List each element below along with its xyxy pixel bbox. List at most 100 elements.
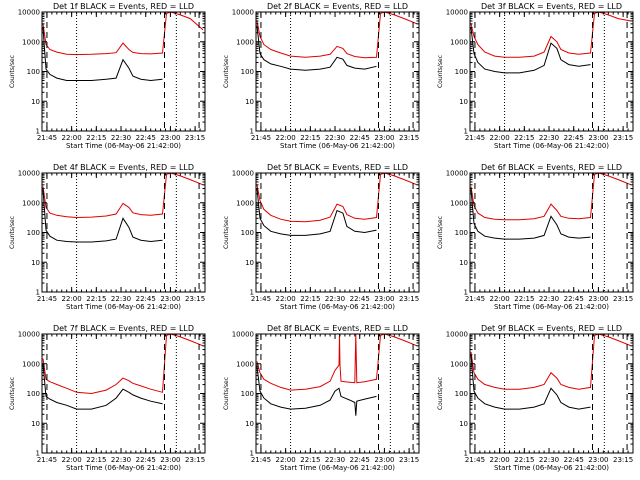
lld-series-line	[42, 334, 204, 395]
detector-panel-2: Det 2f BLACK = Events, RED = LLD 1 10 100 10…	[223, 2, 420, 150]
x-tick-label: 22:45	[136, 295, 156, 303]
y-tick-label: 100	[241, 229, 254, 237]
y-tick-label: 10000	[232, 331, 254, 339]
y-axis-title: Counts/sec	[9, 216, 16, 249]
lld-series-line	[470, 12, 632, 58]
y-tick-label: 10000	[232, 170, 254, 178]
y-axis-title: Counts/sec	[223, 55, 230, 88]
x-axis-title: Start Time (06-May-06 21:42:00)	[66, 303, 181, 311]
x-tick-label: 21:45	[465, 134, 485, 142]
x-tick-label: 23:00	[160, 295, 180, 303]
y-tick-label: 1	[464, 450, 468, 458]
y-tick-label: 10000	[18, 170, 40, 178]
x-tick-label: 22:00	[490, 295, 510, 303]
y-tick-label: 10	[31, 259, 40, 267]
panel-title: Det 3f BLACK = Events, RED = LLD	[481, 2, 622, 11]
y-tick-label: 10	[245, 98, 254, 106]
events-series-line	[42, 27, 163, 82]
x-tick-label: 23:00	[374, 134, 394, 142]
lld-series-line	[470, 334, 632, 390]
x-tick-label: 23:15	[613, 134, 633, 142]
detector-panel-9: Det 9f BLACK = Events, RED = LLD 1 10 100 10…	[437, 324, 634, 472]
y-tick-label: 1000	[22, 360, 40, 368]
x-axis-title: Start Time (06-May-06 21:42:00)	[280, 464, 395, 472]
y-axis-title: Counts/sec	[437, 216, 444, 249]
x-tick-label: 22:45	[136, 134, 156, 142]
x-tick-label: 21:45	[37, 295, 57, 303]
x-tick-label: 22:00	[276, 134, 296, 142]
y-tick-label: 100	[455, 68, 468, 76]
x-tick-label: 22:45	[564, 295, 584, 303]
x-tick-label: 22:30	[325, 134, 345, 142]
events-series-line	[42, 189, 163, 243]
x-tick-label: 23:15	[185, 134, 205, 142]
y-tick-label: 10	[459, 420, 468, 428]
lld-series-line	[256, 12, 418, 59]
x-axis-title: Start Time (06-May-06 21:42:00)	[494, 464, 609, 472]
detector-panel-6: Det 6f BLACK = Events, RED = LLD 1 10 100 10…	[437, 163, 634, 311]
y-tick-label: 10000	[232, 9, 254, 17]
y-axis-title: Counts/sec	[223, 377, 230, 410]
x-tick-label: 22:00	[276, 456, 296, 464]
y-tick-label: 1	[250, 450, 254, 458]
y-axis-title: Counts/sec	[9, 55, 16, 88]
y-tick-label: 10	[245, 420, 254, 428]
x-axis-title: Start Time (06-May-06 21:42:00)	[66, 464, 181, 472]
y-tick-label: 10	[245, 259, 254, 267]
x-tick-label: 22:15	[514, 134, 534, 142]
lld-series-line	[42, 12, 204, 56]
lld-series-line	[470, 173, 632, 221]
y-tick-label: 10	[31, 98, 40, 106]
x-tick-label: 23:00	[588, 295, 608, 303]
y-tick-label: 1	[250, 289, 254, 297]
y-tick-label: 100	[455, 229, 468, 237]
y-tick-label: 100	[241, 68, 254, 76]
x-tick-label: 23:15	[185, 456, 205, 464]
x-tick-label: 21:45	[251, 456, 271, 464]
y-axis-title: Counts/sec	[9, 377, 16, 410]
x-tick-label: 23:15	[613, 295, 633, 303]
x-tick-label: 22:00	[490, 456, 510, 464]
y-tick-label: 1000	[236, 38, 254, 46]
x-tick-label: 23:15	[399, 456, 419, 464]
y-tick-label: 10	[459, 259, 468, 267]
y-axis-title: Counts/sec	[223, 216, 230, 249]
y-tick-label: 1000	[236, 360, 254, 368]
detector-panel-1: Det 1f BLACK = Events, RED = LLD 1 10 100 10…	[9, 2, 206, 150]
events-series-line	[256, 366, 377, 416]
x-tick-label: 22:00	[62, 295, 82, 303]
y-tick-label: 1	[464, 128, 468, 136]
events-series-line	[470, 354, 591, 410]
x-tick-label: 22:45	[564, 456, 584, 464]
x-tick-label: 21:45	[465, 295, 485, 303]
x-tick-label: 22:15	[86, 295, 106, 303]
y-tick-label: 1000	[450, 360, 468, 368]
x-tick-label: 22:45	[136, 456, 156, 464]
y-axis-title: Counts/sec	[437, 55, 444, 88]
y-tick-label: 100	[27, 229, 40, 237]
x-tick-label: 23:15	[613, 456, 633, 464]
x-tick-label: 21:45	[251, 134, 271, 142]
x-tick-label: 21:45	[465, 456, 485, 464]
x-tick-label: 22:30	[539, 134, 559, 142]
events-series-line	[256, 25, 377, 71]
detector-panel-3: Det 3f BLACK = Events, RED = LLD 1 10 100 10…	[437, 2, 634, 150]
x-tick-label: 22:30	[325, 295, 345, 303]
y-tick-label: 10	[459, 98, 468, 106]
y-axis-title: Counts/sec	[437, 377, 444, 410]
x-axis-title: Start Time (06-May-06 21:42:00)	[66, 142, 181, 150]
lld-series-line	[256, 173, 418, 223]
x-tick-label: 22:30	[111, 134, 131, 142]
x-tick-label: 22:45	[564, 134, 584, 142]
x-axis-title: Start Time (06-May-06 21:42:00)	[280, 303, 395, 311]
detector-panel-8: Det 8f BLACK = Events, RED = LLD 1 10 100 10…	[223, 324, 420, 472]
x-tick-label: 22:45	[350, 134, 370, 142]
x-tick-label: 22:15	[86, 134, 106, 142]
x-tick-label: 23:00	[588, 134, 608, 142]
x-tick-label: 22:15	[300, 295, 320, 303]
x-tick-label: 23:00	[160, 134, 180, 142]
y-tick-label: 1000	[236, 199, 254, 207]
x-tick-label: 22:15	[86, 456, 106, 464]
y-tick-label: 1	[250, 128, 254, 136]
